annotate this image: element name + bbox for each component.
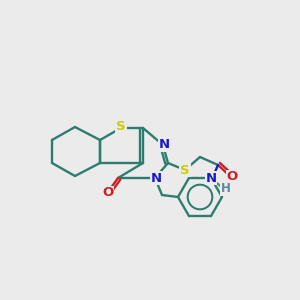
Text: N: N: [206, 172, 217, 184]
Text: S: S: [180, 164, 190, 176]
Text: H: H: [221, 182, 231, 196]
Text: S: S: [116, 121, 126, 134]
Text: O: O: [226, 170, 238, 184]
Text: N: N: [150, 172, 162, 184]
Text: N: N: [158, 139, 169, 152]
Text: O: O: [102, 187, 114, 200]
